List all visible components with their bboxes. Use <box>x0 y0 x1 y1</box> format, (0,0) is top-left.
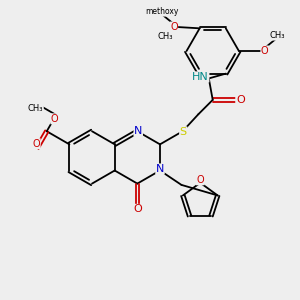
Text: O: O <box>261 46 268 56</box>
Text: O: O <box>170 22 178 32</box>
Text: HN: HN <box>192 72 209 82</box>
Text: O: O <box>51 114 59 124</box>
Text: O: O <box>196 175 204 185</box>
Text: CH₃: CH₃ <box>157 32 173 41</box>
Text: N: N <box>134 126 142 136</box>
Text: CH₃: CH₃ <box>269 31 285 40</box>
Text: O: O <box>133 204 142 214</box>
Text: methoxy: methoxy <box>145 7 178 16</box>
Text: S: S <box>180 127 187 137</box>
Text: N: N <box>156 164 164 174</box>
Text: CH₃: CH₃ <box>28 103 43 112</box>
Text: O: O <box>236 95 245 105</box>
Text: O: O <box>32 139 40 149</box>
